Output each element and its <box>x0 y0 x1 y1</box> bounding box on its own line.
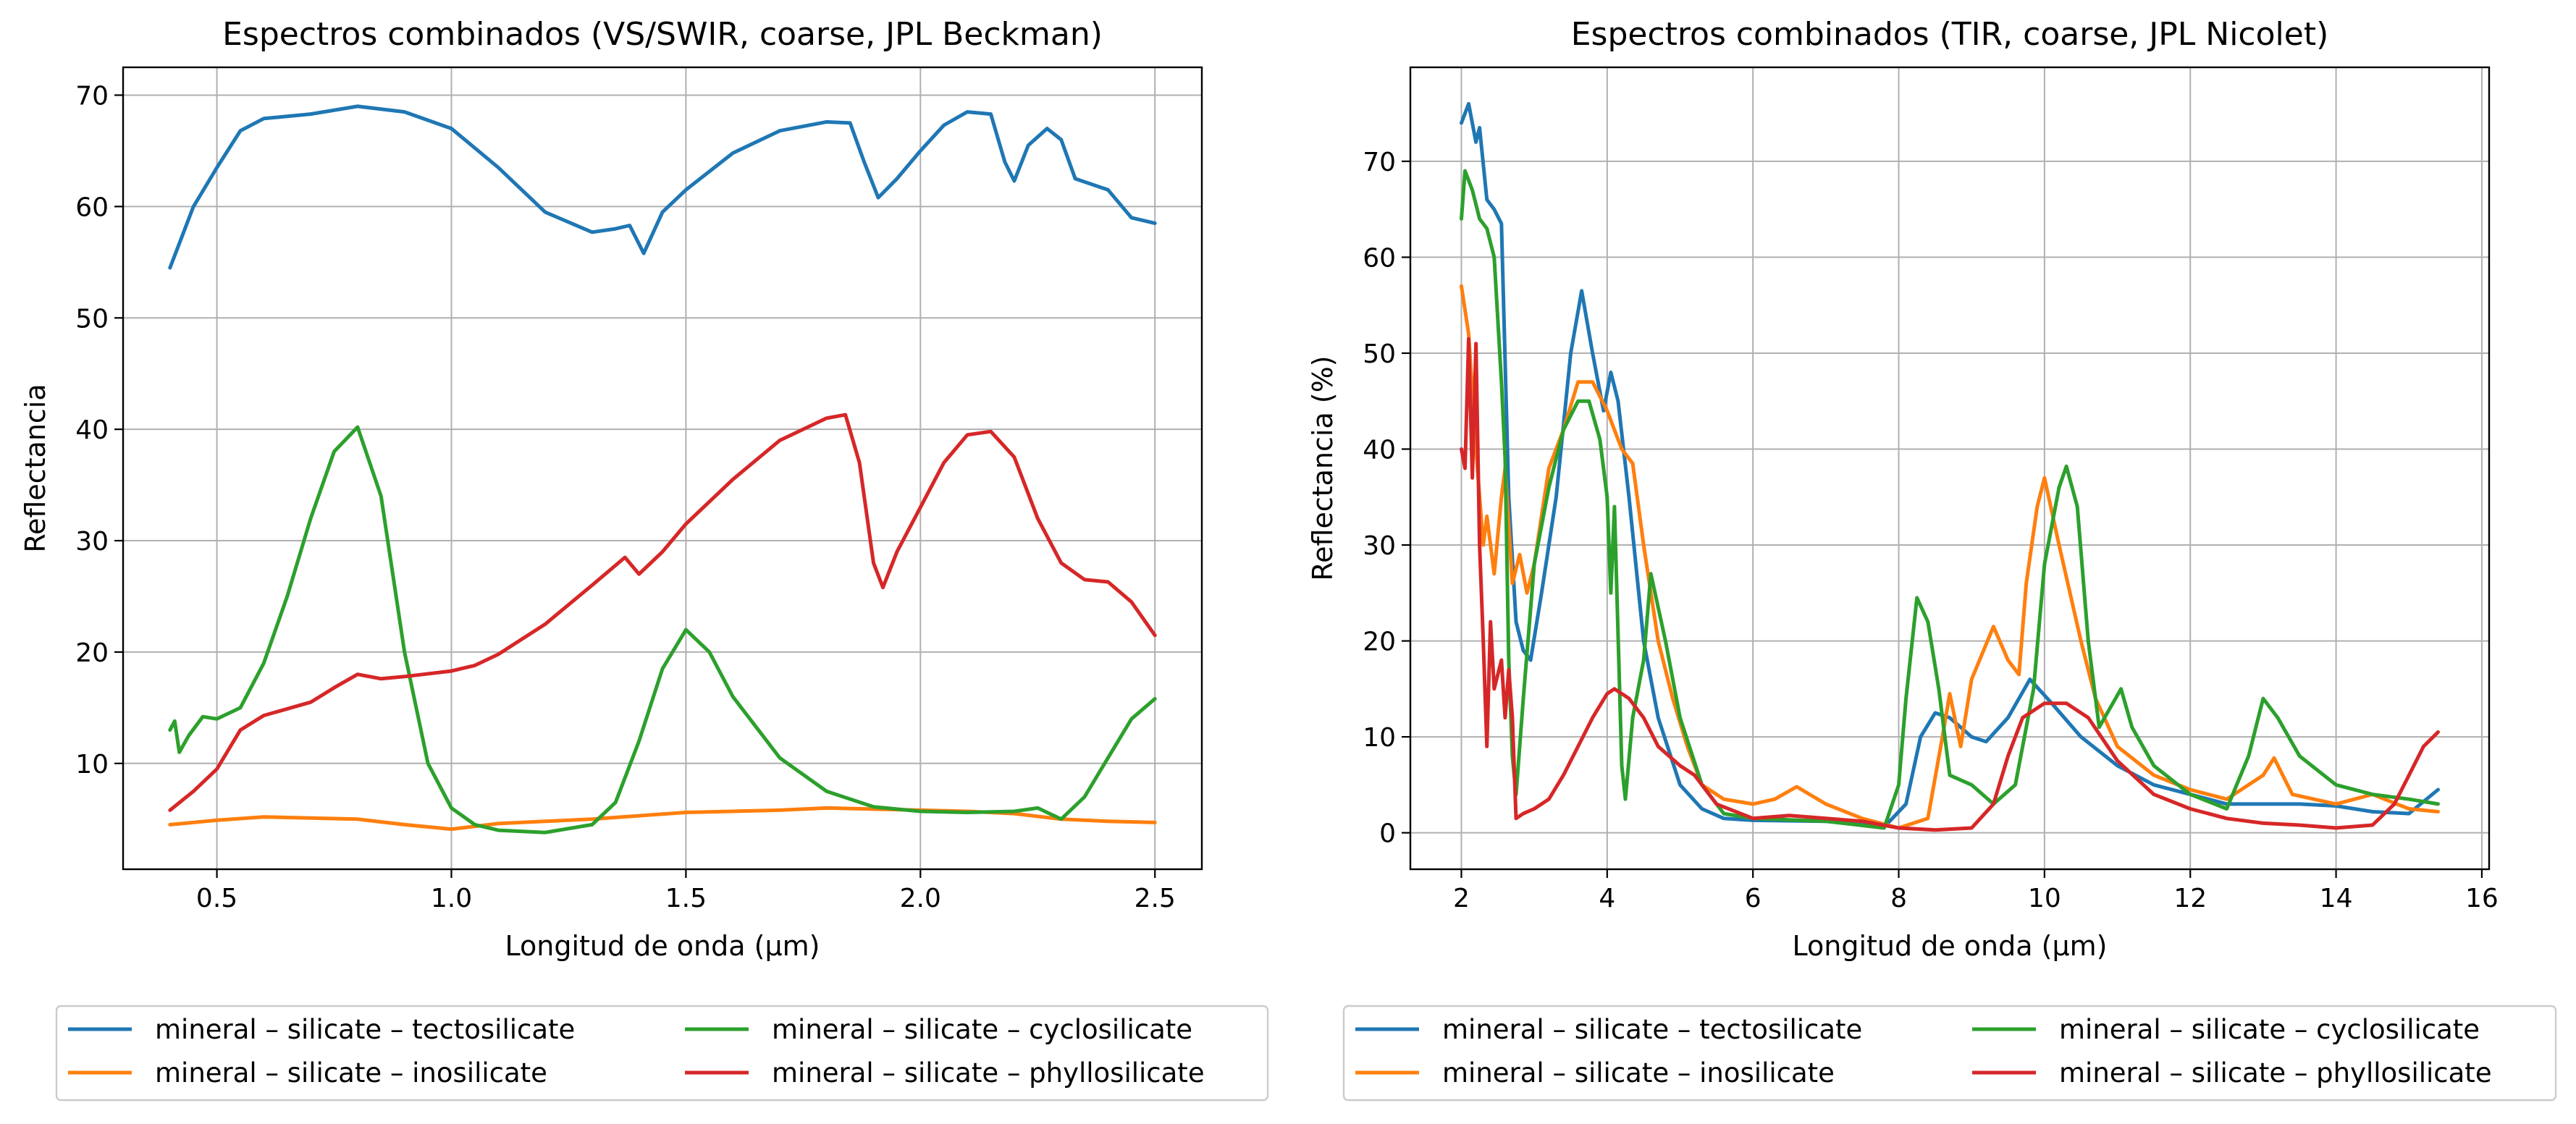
y-tick-label: 20 <box>1363 628 1396 657</box>
x-tick-label: 1.0 <box>431 884 472 913</box>
x-tick-label: 16 <box>2465 884 2499 913</box>
legend-label: mineral – silicate – inosilicate <box>155 1057 547 1089</box>
y-tick-label: 10 <box>1363 723 1396 753</box>
plot-frame <box>1409 66 2491 871</box>
x-tick-label: 1.5 <box>665 884 707 913</box>
y-tick-label: 0 <box>1379 819 1396 849</box>
plot-frame <box>122 66 1203 871</box>
y-tick-label: 60 <box>75 193 109 222</box>
y-tick-label: 70 <box>1363 148 1396 177</box>
x-axis-label: Longitud de onda (µm) <box>505 930 820 962</box>
x-tick-label: 2 <box>1453 884 1470 913</box>
chart-title: Espectros combinados (VS/SWIR, coarse, J… <box>222 16 1103 53</box>
series-line <box>1460 169 2440 830</box>
y-tick-label: 30 <box>75 527 109 557</box>
legend-label: mineral – silicate – inosilicate <box>1442 1057 1835 1089</box>
x-tick-label: 4 <box>1599 884 1615 913</box>
series-line <box>168 425 1157 834</box>
legend-label: mineral – silicate – phyllosilicate <box>2059 1057 2492 1089</box>
legend-label: mineral – silicate – phyllosilicate <box>772 1057 1205 1089</box>
grid-lines <box>1410 67 2489 869</box>
x-tick-label: 10 <box>2028 884 2061 913</box>
vswir-chart: Espectros combinados (VS/SWIR, coarse, J… <box>20 16 1203 962</box>
x-tick-label: 12 <box>2173 884 2207 913</box>
x-tick-label: 2.0 <box>900 884 941 913</box>
x-tick-label: 8 <box>1890 884 1907 913</box>
series-line <box>168 413 1157 812</box>
y-axis-label: Reflectancia (%) <box>1307 355 1339 580</box>
y-tick-label: 40 <box>75 415 109 445</box>
y-tick-label: 30 <box>1363 531 1396 561</box>
series-lines <box>168 104 1157 834</box>
axis-ticks: 2 4 6 8 10 12 14 16 0 10 20 30 40 50 60 70 <box>1363 148 2499 913</box>
y-tick-label: 50 <box>1363 339 1396 369</box>
legend-label: mineral – silicate – tectosilicate <box>155 1014 575 1045</box>
legend-label: mineral – silicate – cyclosilicate <box>2059 1014 2480 1045</box>
y-axis-label: Reflectancia <box>20 384 51 552</box>
tir-chart: Espectros combinados (TIR, coarse, JPL N… <box>1307 16 2499 962</box>
series-line <box>1460 284 2440 830</box>
x-tick-label: 2.5 <box>1135 884 1176 913</box>
series-line <box>1460 337 2440 832</box>
x-tick-label: 6 <box>1745 884 1761 913</box>
series-lines <box>1460 101 2440 832</box>
x-tick-label: 14 <box>2320 884 2353 913</box>
y-tick-label: 40 <box>1363 435 1396 465</box>
y-tick-label: 50 <box>75 304 109 334</box>
legend-box <box>1342 1005 2557 1102</box>
legend-label: mineral – silicate – tectosilicate <box>1442 1014 1862 1045</box>
y-tick-label: 10 <box>75 750 109 779</box>
series-line <box>1460 101 2440 829</box>
y-tick-label: 70 <box>75 81 109 111</box>
legend-tir: mineral – silicate – tectosilicate minera… <box>1342 1005 2557 1102</box>
axis-ticks: 0.5 1.0 1.5 2.0 2.5 10 20 30 40 50 60 70 <box>75 81 1176 913</box>
chart-title: Espectros combinados (TIR, coarse, JPL N… <box>1571 16 2329 53</box>
legend-vswir: mineral – silicate – tectosilicate minera… <box>55 1005 1269 1102</box>
x-tick-label: 0.5 <box>196 884 237 913</box>
legend-box <box>55 1005 1269 1102</box>
x-axis-label: Longitud de onda (µm) <box>1793 930 2108 962</box>
y-tick-label: 60 <box>1363 243 1396 273</box>
y-tick-label: 20 <box>75 638 109 668</box>
series-line <box>168 104 1157 270</box>
legend-label: mineral – silicate – cyclosilicate <box>772 1014 1192 1045</box>
